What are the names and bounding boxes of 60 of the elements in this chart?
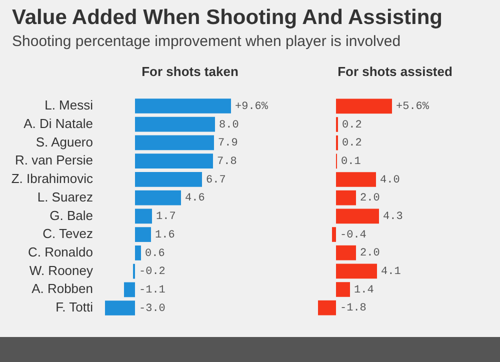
y-tick-label: A. Robben [32,281,93,296]
bar [135,190,181,206]
data-label: 4.1 [381,266,402,278]
data-label: 7.9 [218,138,238,150]
bar [135,135,214,150]
y-tick-label: L. Messi [44,98,94,113]
data-label: +9.6% [235,100,268,113]
data-label: -3.0 [139,302,166,315]
data-label: -0.2 [139,266,166,278]
bar [135,116,215,132]
bar [318,300,336,316]
y-tick-label: G. Bale [50,208,93,223]
data-label: 6.7 [206,174,226,186]
text: For shots assisted [338,64,452,79]
bar [336,208,379,224]
data-label: +5.6% [396,101,430,114]
y-tick-label: Z. Ibrahimovic [11,171,94,186]
y-tick-label: F. Totti [56,300,94,315]
y-tick-label: A. Di Natale [24,116,93,131]
bar [336,282,350,297]
y-tick-label: C. Tevez [42,226,93,242]
bar [135,246,141,260]
bar [105,300,135,316]
chart-subtitle: Shooting percentage improvement when player is involved [12,33,401,50]
data-label: 0.6 [145,248,165,260]
bar [332,227,336,242]
bar [124,282,135,298]
data-label: 4.3 [383,211,403,224]
data-label: 8.0 [219,119,239,132]
data-label: 0.2 [342,119,362,132]
y-tick-label: C. Ronaldo [28,244,93,260]
y-tick-label: W. Rooney [29,262,94,278]
data-label: 0.1 [341,156,362,168]
data-label: -0.4 [340,229,367,242]
data-label: 2.0 [360,192,380,205]
bar [135,98,231,114]
data-label: 0.2 [342,138,362,150]
bar [135,172,202,187]
bar [135,154,213,168]
data-label: 1.4 [354,284,374,296]
data-label: -1.1 [139,284,166,297]
bar [135,208,152,224]
bar [135,227,151,242]
bar [336,172,376,187]
y-tick-label: S. Aguero [36,134,93,150]
data-label: 1.6 [155,229,175,242]
y-tick-label: R. van Persie [14,152,93,168]
bar [336,98,392,114]
text: For shots taken [142,64,238,79]
chart-title: Value Added When Shooting And Assisting [12,6,442,30]
bar [336,264,377,279]
data-label: 1.7 [156,211,176,224]
data-label: 2.0 [360,248,380,260]
y-tick-label: L. Suarez [37,189,93,204]
data-label: 7.8 [217,156,237,168]
data-label: 4.0 [380,174,400,186]
bar [336,190,356,206]
data-label: 4.6 [185,192,205,205]
bar [336,245,356,260]
data-label: -1.8 [340,302,366,315]
